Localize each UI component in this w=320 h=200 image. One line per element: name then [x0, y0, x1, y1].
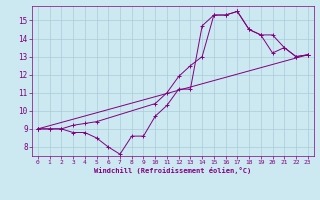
X-axis label: Windchill (Refroidissement éolien,°C): Windchill (Refroidissement éolien,°C): [94, 167, 252, 174]
